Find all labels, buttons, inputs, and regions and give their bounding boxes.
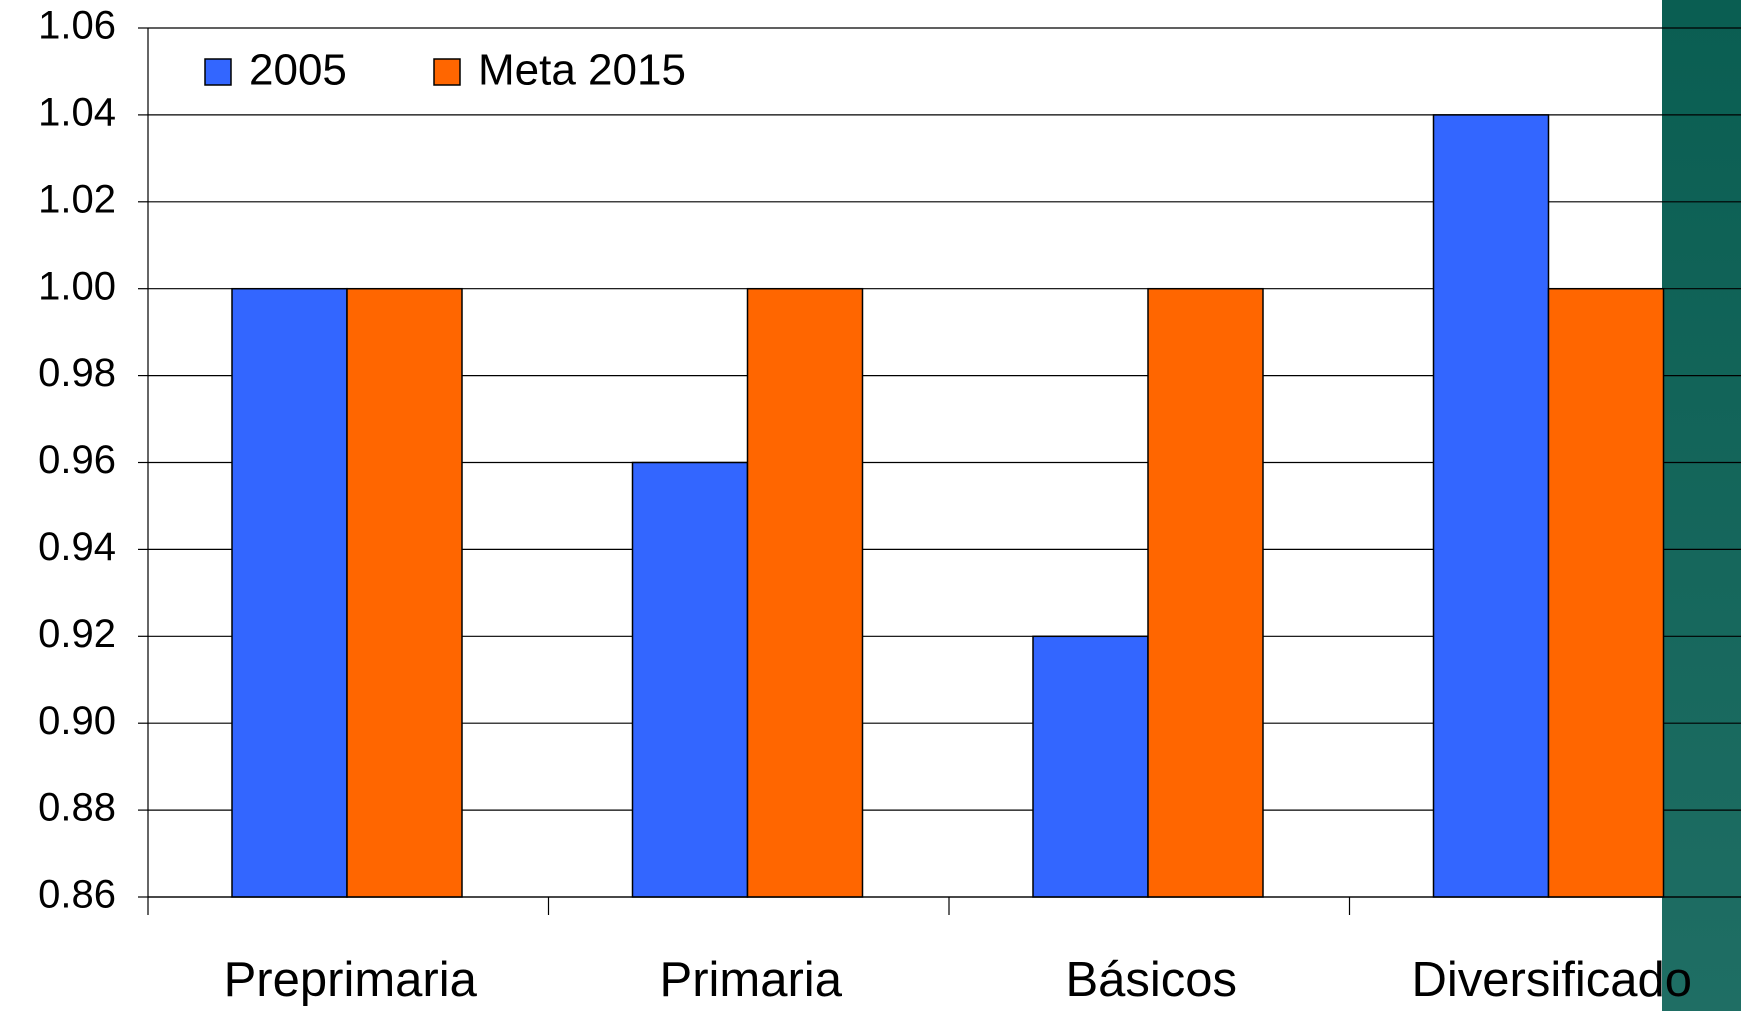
- y-tick-label: 1.06: [38, 4, 116, 48]
- legend-swatch: [433, 58, 461, 86]
- y-tick-label: 0.92: [38, 612, 116, 656]
- bar: [1432, 114, 1550, 898]
- x-tick-label: Primaria: [660, 953, 843, 1007]
- y-tick-label: 0.86: [38, 873, 116, 917]
- bar: [231, 287, 348, 898]
- bar: [1547, 287, 1665, 898]
- legend-label: Meta 2015: [478, 46, 686, 95]
- x-tick-label: Básicos: [1065, 953, 1237, 1007]
- y-tick-label: 0.96: [38, 438, 116, 482]
- x-tick-label: Diversificado: [1412, 953, 1692, 1007]
- y-tick-label: 1.02: [38, 177, 116, 221]
- bar: [1032, 635, 1149, 898]
- y-tick-label: 0.98: [38, 351, 116, 395]
- x-tick-label: Preprimaria: [224, 953, 478, 1007]
- bar: [1147, 287, 1264, 898]
- bar: [631, 461, 749, 898]
- y-tick-label: 0.94: [38, 525, 116, 569]
- side-decoration: [1662, 0, 1741, 1011]
- y-tick-label: 0.88: [38, 786, 116, 830]
- y-tick-label: 1.00: [38, 264, 116, 308]
- bar: [746, 287, 864, 898]
- legend-swatch: [204, 58, 232, 86]
- legend-label: 2005: [249, 46, 347, 95]
- y-tick-label: 1.04: [38, 90, 116, 134]
- bar: [346, 287, 463, 898]
- y-tick-label: 0.90: [38, 699, 116, 743]
